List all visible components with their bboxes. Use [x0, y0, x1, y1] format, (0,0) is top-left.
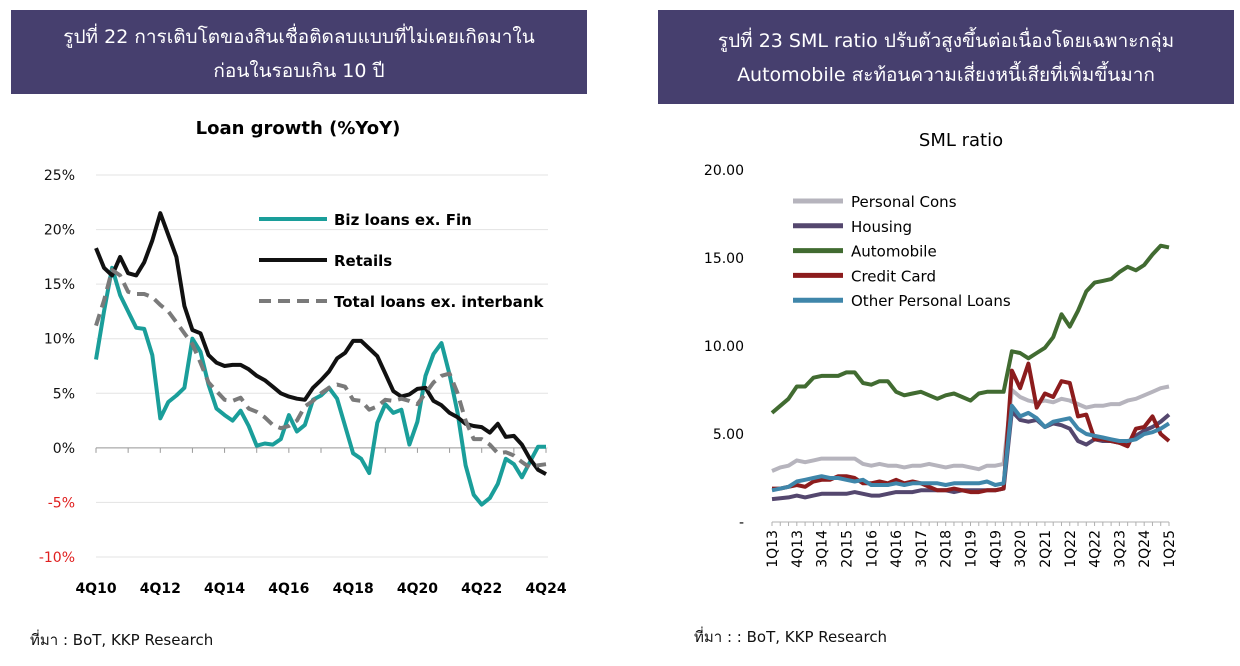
- x-tick-label: 3Q20: [1013, 530, 1029, 568]
- y-tick-label: 5%: [53, 386, 75, 402]
- x-tick-label: 4Q14: [204, 581, 245, 597]
- x-tick-label: 4Q22: [1088, 530, 1104, 568]
- figure-22-header: รูปที่ 22 การเติบโตของสินเชื่อติดลบแบบที…: [11, 10, 587, 94]
- legend-label-housing: Housing: [851, 218, 912, 236]
- series-line-housing: [771, 409, 1171, 502]
- legend-label-total-loans-ex-interbank: Total loans ex. interbank: [334, 293, 544, 311]
- x-tick-label: 1Q16: [864, 530, 880, 568]
- x-tick-label: 4Q22: [461, 581, 502, 597]
- x-tick-label: 2Q15: [839, 530, 855, 568]
- x-tick-label: 4Q13: [790, 530, 806, 568]
- x-tick-label: 4Q24: [525, 581, 566, 597]
- y-tick-label: 25%: [44, 168, 75, 184]
- legend-label-other-personal-loans: Other Personal Loans: [851, 292, 1011, 310]
- loan-growth-chart: Loan growth (%YoY) 25% 20% 15% 10% 5% 0% -5% -10…: [39, 118, 567, 597]
- x-tick-label: 1Q13: [765, 530, 781, 568]
- y-tick-label: 15.00: [704, 251, 744, 267]
- y-tick-label: -: [739, 515, 744, 531]
- series-line-other-personal-loans: [771, 403, 1171, 493]
- figure-22-header-line1: รูปที่ 22 การเติบโตของสินเชื่อติดลบแบบที…: [63, 26, 535, 48]
- figure-23-header-line2: Automobile สะท้อนความเสี่ยงหนี้เสียที่เพ…: [737, 64, 1155, 86]
- x-tick-label: 3Q23: [1112, 530, 1128, 568]
- y-tick-label: 20%: [44, 223, 75, 239]
- x-tick-label: 3Q17: [914, 530, 930, 568]
- x-tick-label: 4Q19: [988, 530, 1004, 568]
- x-tick-label: 4Q20: [397, 581, 438, 597]
- y-tick-label: 15%: [44, 277, 75, 293]
- chart-title: SML ratio: [919, 130, 1003, 151]
- series-line-total-loans-ex-interbank: [94, 268, 547, 470]
- figure-22-source: ที่มา : BoT, KKP Research: [30, 631, 214, 649]
- legend-label-biz-loans-ex-fin: Biz loans ex. Fin: [334, 211, 472, 229]
- x-tick-label: 2Q21: [1038, 530, 1054, 568]
- series-line-personal-cons: [771, 384, 1170, 473]
- x-tick-label: 1Q22: [1063, 530, 1079, 568]
- figure-23-header: รูปที่ 23 SML ratio ปรับตัวสูงขึ้นต่อเนื…: [658, 10, 1234, 104]
- legend-label-automobile: Automobile: [851, 243, 937, 261]
- legend-label-retails: Retails: [334, 252, 392, 270]
- y-tick-label: 10.00: [704, 339, 744, 355]
- series-line-credit-card: [772, 361, 1171, 495]
- x-tick-label: 4Q16: [889, 530, 905, 568]
- x-tick-label: 4Q18: [333, 581, 374, 597]
- x-tick-label: 4Q10: [75, 581, 116, 597]
- y-tick-label: -5%: [48, 495, 75, 511]
- y-tick-label: 10%: [44, 332, 75, 348]
- chart-title: Loan growth (%YoY): [196, 118, 401, 139]
- y-tick-label: -10%: [39, 550, 75, 566]
- x-tick-label: 2Q18: [939, 530, 955, 568]
- y-tick-label: 0%: [53, 441, 75, 457]
- sml-ratio-chart: SML ratio 20.00 15.00 10.00 5.00 - 1Q13 4Q13 3Q1…: [704, 130, 1178, 568]
- x-tick-label: 4Q16: [268, 581, 309, 597]
- x-tick-label: 3Q14: [815, 530, 831, 568]
- figure-23-header-line1: รูปที่ 23 SML ratio ปรับตัวสูงขึ้นต่อเนื…: [717, 30, 1175, 52]
- series-line-automobile: [770, 243, 1170, 415]
- x-tick-label: 1Q25: [1162, 530, 1178, 568]
- y-tick-label: 5.00: [713, 427, 744, 443]
- x-tick-label: 2Q24: [1137, 530, 1153, 568]
- figure-22-header-line2: ก่อนในรอบเกิน 10 ปี: [213, 60, 385, 82]
- x-tick-label: 1Q19: [964, 530, 980, 568]
- legend-label-credit-card: Credit Card: [851, 267, 936, 285]
- series-line-retails: [94, 211, 547, 476]
- legend-label-personal-cons: Personal Cons: [851, 193, 957, 211]
- series-line-biz-loans-ex-fin: [94, 265, 546, 507]
- figure-23-source: ที่มา : : BoT, KKP Research: [694, 628, 888, 646]
- y-tick-label: 20.00: [704, 163, 744, 179]
- x-tick-label: 4Q12: [140, 581, 181, 597]
